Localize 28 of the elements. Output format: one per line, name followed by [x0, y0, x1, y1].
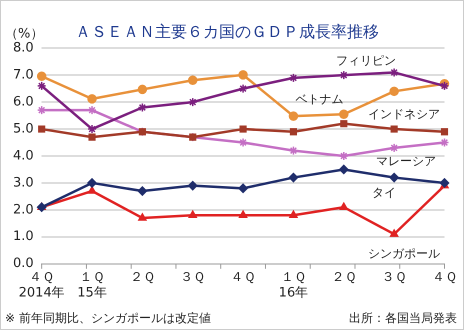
chart-title: ＡＳＥＡＮ主要６カ国のＧＤＰ成長率推移	[75, 22, 379, 41]
y-tick-label: 2.0	[12, 202, 34, 218]
y-tick-label: 1.0	[12, 229, 34, 244]
x-tick-label: １Ｑ 15年	[77, 270, 107, 301]
y-tick-label: 8.0	[12, 40, 34, 56]
series-label: ベトナム	[295, 92, 344, 106]
y-axis-title: （%）	[5, 26, 44, 42]
y-tick-label: 3.0	[12, 175, 34, 190]
series-label: マレーシア	[376, 154, 436, 168]
text: 出所：各国当局発表	[349, 311, 457, 326]
series-label: インドネシア	[368, 107, 440, 122]
x-tick-label: ２Ｑ	[130, 270, 155, 285]
y-tick-label: 5.0	[12, 121, 34, 136]
x-tick-label: ４Ｑ	[230, 270, 256, 285]
y-tick-label: 0.0	[12, 256, 34, 272]
series-label: シンガポール	[368, 246, 440, 260]
series-label: フィリピン	[336, 53, 396, 68]
y-tick-label: 7.0	[12, 68, 34, 83]
text: ※ 前年同期比、シンガポールは改定値	[5, 311, 211, 326]
y-tick-label: 4.0	[12, 148, 34, 164]
x-tick-label: １Ｑ 16年	[278, 270, 308, 301]
x-tick-label: ２Ｑ	[331, 270, 356, 285]
y-tick-label: 6.0	[12, 94, 34, 110]
x-tick-label: ３Ｑ	[382, 270, 407, 285]
x-tick-label: ４Ｑ 2014年	[18, 270, 65, 301]
x-tick-label: ４Ｑ	[432, 270, 457, 285]
x-tick-label: ３Ｑ	[180, 270, 206, 285]
series-label: タイ	[372, 186, 396, 200]
